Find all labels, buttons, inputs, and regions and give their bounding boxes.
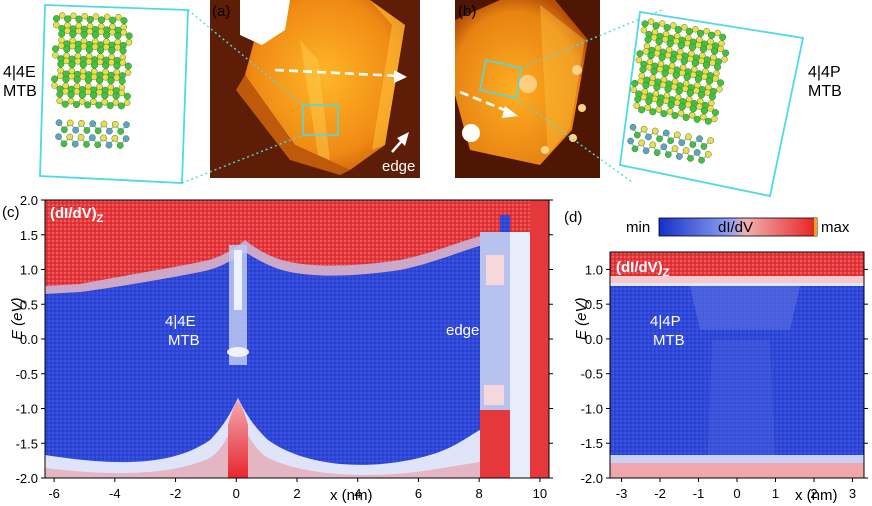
colorbar-max-label: max [821,219,850,236]
panel-d-ytick-label: -2.0 [581,471,603,486]
colorbar-title: dI/dV [718,219,753,236]
panel-c-ytick-label: -1.0 [16,402,38,417]
panel-c-xtick-label: 0 [233,486,240,501]
panel-b-structure-label: 4|4P MTB [808,64,842,100]
panel-c-ytick-label: -1.5 [16,436,38,451]
panel-c-map-label: (dI/dV)Z [50,205,104,225]
panel-d-ytick-label: 0.5 [585,297,603,312]
panel-d-map: (dI/dV)Z 4|4P MTB [609,251,865,479]
panel-c-ytick-label: 0.5 [20,297,38,312]
panel-a-tag: (a) [212,3,230,20]
panel-d-xtick-label: -2 [654,486,666,501]
stm-image-b: (b) [455,0,600,178]
panel-c-xtick-label: 10 [533,486,547,501]
panel-d-axes: -2.0 -1.5 -1.0 -0.5 0.0 0.5 1.0 -3 -2 -1 0 1 2 3 [581,262,868,501]
panel-d-xlabel: x (nm) [795,487,838,504]
panel-c-xtick-label: -2 [170,486,182,501]
panel-c-ytick-label: 2.0 [20,193,38,208]
panel-d-ylabel: E (eV) [573,297,590,340]
panel-b-tag: (b) [458,3,476,20]
panel-c-tag: (c) [2,204,20,221]
structure-b-label-line1: 4|4P [808,64,841,81]
panel-d-xtick-label: 1 [772,486,779,501]
panel-c-ytick-label: 0.0 [20,332,38,347]
panel-c-axes: -2.0 -1.5 -1.0 -0.5 0.0 0.5 1.0 1.5 2.0 -6 -4 -2 0 2 4… [16,193,553,501]
panel-c-region-label-line1: 4|4E [165,313,196,330]
panel-c-xtick-label: 2 [293,486,300,501]
panel-c-ytick-label: 1.0 [20,263,38,278]
zoom-box-a [302,104,339,136]
panel-c-xtick-label: 8 [476,486,483,501]
panel-c-xtick-label: -6 [48,486,60,501]
edge-label-a: edge [382,158,415,175]
panel-d-ytick-label: -1.0 [581,401,603,416]
panel-d-map-label: (dI/dV)Z [616,259,670,279]
structure-4-4p-model [618,10,805,198]
structure-a-label-line2: MTB [3,83,37,100]
panel-d-region-label-line2: MTB [653,332,685,349]
colorbar-min-label: min [626,219,650,236]
panel-d-ytick-label: 0.0 [585,332,603,347]
panel-c-map: (dI/dV)Z 4|4E MTB edge [44,199,550,479]
panel-d-tag: (d) [564,209,582,226]
stm-image-a: edge (a) [210,0,420,178]
panel-d-ytick-label: -0.5 [581,367,603,382]
panel-c-region-label-line2: MTB [168,332,200,349]
panel-d-region-label-line1: 4|4P [650,313,681,330]
structure-a-label-line1: 4|4E [3,64,36,81]
panel-d-xtick-label: -3 [616,486,628,501]
panel-c-xtick-label: 6 [415,486,422,501]
panel-d-xtick-label: 2 [810,486,817,501]
colorbar: min dI/dV max [626,217,850,237]
panel-d-xtick-label: 3 [849,486,856,501]
panel-c-xtick-label: -4 [109,486,121,501]
panel-c-edge-label: edge [446,322,479,339]
panel-c-ytick-label: 1.5 [20,228,38,243]
panel-d-ytick-label: 1.0 [585,262,603,277]
panel-c-ytick-label: -0.5 [16,367,38,382]
panel-a-structure-label: 4|4E MTB [3,64,37,100]
panel-d-ytick-label: -1.5 [581,436,603,451]
panel-d-xtick-label: 0 [733,486,740,501]
structure-b-label-line2: MTB [808,83,842,100]
structure-4-4e-model [39,4,189,184]
panel-c-xlabel: x (nm) [330,487,373,504]
panel-c-ylabel: E (eV) [9,297,26,340]
panel-d-xtick-label: -1 [693,486,705,501]
panel-c-xtick-label: 4 [354,486,361,501]
panel-c-ytick-label: -2.0 [16,471,38,486]
